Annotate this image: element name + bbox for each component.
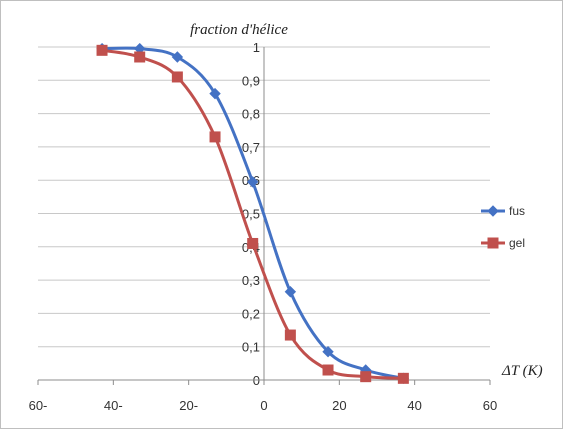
data-point-gel [397, 372, 409, 384]
data-point-gel [96, 44, 108, 56]
legend-swatch-marker [487, 237, 499, 249]
y-tick-label: 0,1 [242, 340, 260, 355]
x-tick-label: 40- [104, 398, 123, 413]
data-point-gel [322, 364, 334, 376]
series-layer [96, 42, 410, 385]
legend-label: fus [509, 204, 525, 218]
legend: fus gel [481, 204, 525, 250]
data-point-gel [360, 371, 372, 383]
legend-label: gel [509, 236, 525, 250]
y-tick-label: 0,3 [242, 273, 260, 288]
data-point-gel [209, 131, 221, 143]
data-point-fus [284, 286, 297, 298]
data-point-fus [209, 87, 221, 100]
data-point-gel [171, 71, 183, 83]
data-point-gel [284, 329, 296, 341]
data-point-gel [247, 237, 259, 249]
legend-swatch-marker [487, 205, 499, 217]
y-tick-label: 0,2 [242, 306, 260, 321]
y-tick-label: 0,9 [242, 73, 260, 88]
x-axis-label: ΔT (K) [501, 363, 543, 379]
x-tick-label: 40 [407, 398, 421, 413]
x-tick-label: 60- [29, 398, 48, 413]
legend-item-fus: fus [481, 204, 525, 218]
legend-item-gel: gel [481, 236, 525, 250]
data-point-fus [322, 345, 334, 358]
series-gel [96, 44, 409, 384]
y-tick-label: 1 [253, 40, 260, 55]
chart-title: fraction d'hélice [190, 22, 288, 38]
axes: 00,10,20,30,40,50,60,70,80,9160-40-20-02… [29, 40, 498, 413]
y-tick-label: 0,7 [242, 140, 260, 155]
x-tick-label: 60 [483, 398, 497, 413]
x-tick-label: 0 [260, 398, 267, 413]
data-point-fus [246, 176, 259, 188]
y-tick-label: 0,5 [242, 207, 260, 222]
data-point-gel [134, 51, 146, 63]
x-tick-label: 20- [179, 398, 198, 413]
x-tick-label: 20 [332, 398, 346, 413]
data-point-fus [171, 51, 184, 63]
y-tick-label: 0,8 [242, 107, 260, 122]
